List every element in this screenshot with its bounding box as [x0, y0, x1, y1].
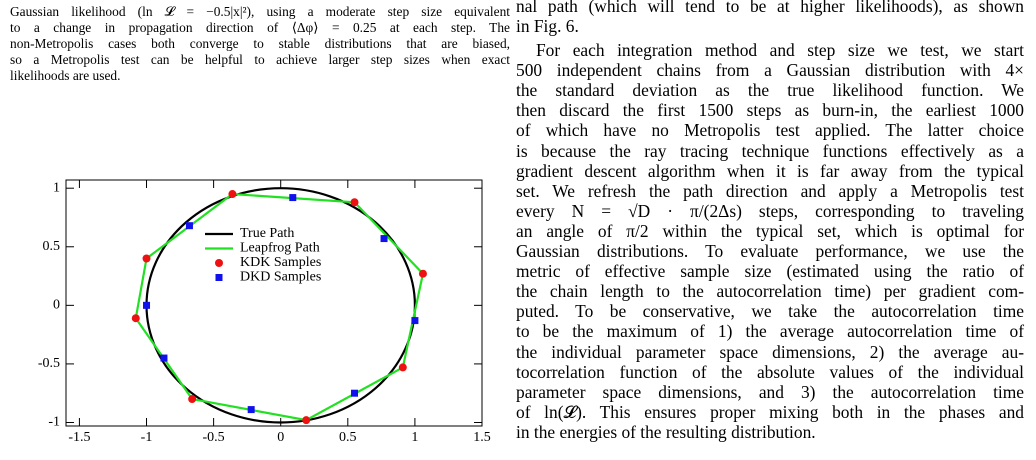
dkd-point [380, 235, 388, 243]
y-tick-label: -0.5 [38, 356, 60, 371]
body-line: every N = √D · π/(2Δs) steps, correspond… [516, 200, 1024, 221]
legend-swatch [215, 259, 223, 267]
x-tick-label: 0 [277, 430, 284, 445]
body-line: of which have no Metropolis test applied… [516, 120, 1024, 141]
body-line: parameter space dimensions, and 3) the a… [516, 381, 1024, 402]
legend-swatch [215, 274, 223, 281]
caption-line: Gaussian likelihood (ln 𝓛 = −0.5|x|²), u… [10, 4, 510, 19]
caption-line: likelihoods are used. [10, 68, 121, 83]
y-tick-label: 0 [53, 298, 60, 313]
y-tick-label: -1 [48, 415, 60, 430]
body-line: Gaussian distributions. To evaluate perf… [516, 241, 1024, 261]
kdk-point [188, 395, 197, 404]
body-line: gradient descent algorithm when it is fa… [516, 160, 1024, 181]
caption-line: to a change in propagation direction of … [10, 20, 510, 35]
dkd-point [160, 354, 168, 362]
kdk-point [302, 416, 311, 425]
x-tick-label: 1 [411, 430, 418, 445]
dkd-point [411, 317, 419, 325]
dkd-point [185, 222, 193, 230]
x-tick-label: -1.5 [68, 430, 90, 445]
legend-label: True Path [240, 226, 294, 241]
body-line: nal path (which will tend to be at highe… [516, 0, 1024, 16]
y-tick-label: 1 [53, 180, 60, 195]
caption-line: non-Metropolis cases both converge to st… [10, 36, 510, 51]
body-line: tocorrelation function of the absolute v… [516, 361, 1024, 382]
body-line: metric of effective sample size (estimat… [516, 261, 1024, 282]
body-line: 500 independent chains from a Gaussian d… [516, 60, 1024, 81]
kdk-point [398, 363, 407, 372]
body-line: then discard the first 1500 steps as bur… [516, 100, 1024, 121]
x-tick-label: 0.5 [339, 430, 357, 445]
body-line: the individual parameter space dimension… [516, 341, 1024, 362]
dkd-point [143, 301, 151, 309]
kdk-point [228, 190, 237, 199]
body-line: the standard deviation as the true likel… [516, 80, 1024, 101]
kdk-point [142, 254, 151, 263]
body-line: of ln(𝓛). This ensures proper mixing bot… [516, 401, 1024, 422]
plot-frame [65, 179, 483, 427]
kdk-point [418, 269, 427, 278]
legend-label: Leapfrog Path [240, 241, 320, 256]
x-tick-label: -0.5 [203, 430, 225, 445]
body-line: in the energies of the resulting distrib… [516, 421, 816, 442]
dkd-point [289, 194, 297, 202]
kdk-point [350, 198, 359, 207]
caption-line: so a Metropolis test can be helpful to a… [10, 52, 510, 67]
body-line: is because the ray tracing technique fun… [516, 140, 1024, 161]
body-line: an angle of π/2 within the typical set, … [516, 220, 1024, 241]
body-line: set. We refresh the path direction and a… [516, 180, 1024, 201]
dkd-point [351, 389, 359, 397]
kdk-point [131, 314, 140, 323]
x-tick-label: -1 [141, 430, 153, 445]
body-line: the chain length to the autocorrelation … [516, 281, 1024, 302]
body-line: For each integration method and step siz… [536, 40, 1024, 60]
legend-label: KDK Samples [240, 255, 321, 270]
x-tick-label: 1.5 [473, 430, 491, 445]
body-line: to be the maximum of 1) the average auto… [516, 321, 1024, 342]
dkd-point [247, 406, 255, 414]
y-tick-label: 0.5 [43, 239, 61, 254]
body-line: in Fig. 6. [516, 16, 579, 36]
legend-label: DKD Samples [240, 270, 321, 285]
body-line: puted. To be conservative, we take the a… [516, 301, 1024, 322]
